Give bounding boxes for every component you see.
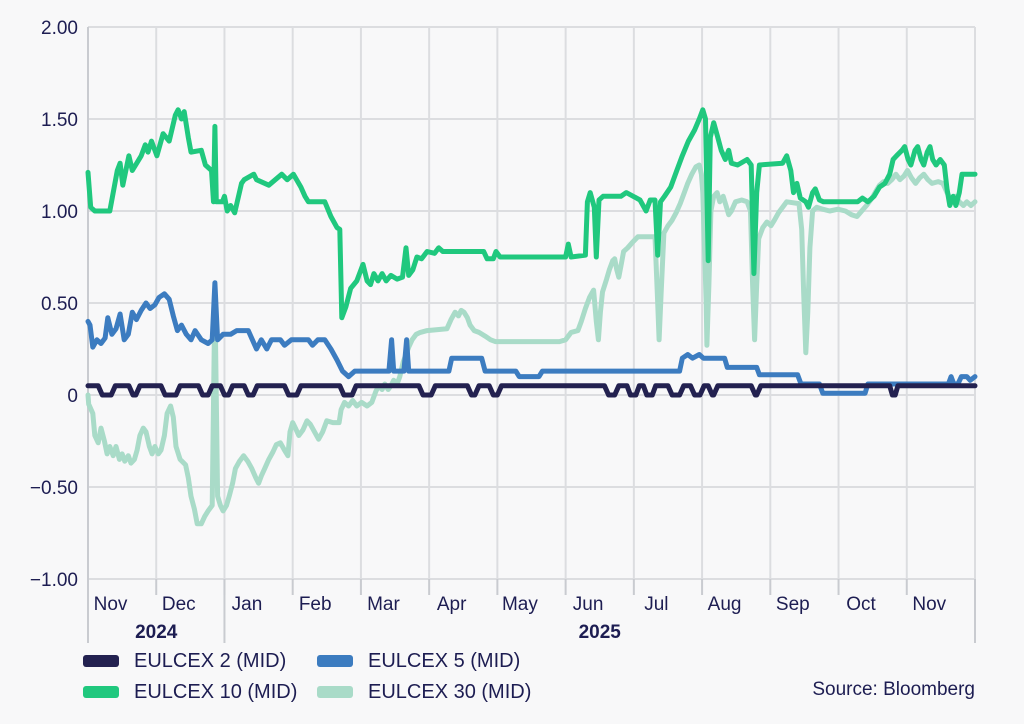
series-line-eulcex-10 [85,107,978,321]
legend-label: EULCEX 30 (MID) [368,680,532,703]
line-chart: 2.00 1.50 1.00 0.50 0 −0.50 −1.00 Nov Dec Jan Feb M… [30,18,978,643]
y-tick-label: −1.00 [30,570,78,591]
x-tick-label: Nov [94,594,128,615]
x-tick-label: Jan [232,594,263,615]
x-tick-label: Dec [162,594,196,615]
chart-legend: EULCEX 2 (MID) EULCEX 5 (MID) EULCEX 10 … [83,650,637,703]
legend-label: EULCEX 10 (MID) [134,680,298,703]
source-note: Source: Bloomberg [812,679,975,700]
year-label: 2024 [135,622,178,643]
x-tick-label: Jul [644,594,668,615]
legend-item-eulcex-10: EULCEX 10 (MID) [83,681,317,703]
x-tick-label: May [502,594,538,615]
x-tick-label: Oct [846,594,876,615]
x-tick-label: Aug [708,594,742,615]
x-tick-label: Jun [573,594,604,615]
legend-label: EULCEX 2 (MID) [134,649,287,672]
series-line-eulcex-5 [85,280,978,396]
y-tick-label: 2.00 [41,18,78,39]
x-tick-label: Nov [912,594,946,615]
year-label: 2025 [579,622,622,643]
series-line-eulcex-2 [85,383,978,398]
y-tick-label: 0.50 [41,294,78,315]
series-line-eulcex-30 [85,162,978,527]
legend-item-eulcex-2: EULCEX 2 (MID) [83,650,317,672]
legend-swatch-eulcex-5 [317,655,353,667]
x-tick-label: Mar [367,594,400,615]
y-tick-label: 1.00 [41,202,78,223]
legend-item-eulcex-30: EULCEX 30 (MID) [317,681,637,703]
legend-swatch-eulcex-2 [83,655,119,667]
legend-swatch-eulcex-30 [317,686,353,698]
x-tick-label: Feb [299,594,332,615]
legend-swatch-eulcex-10 [83,686,119,698]
legend-item-eulcex-5: EULCEX 5 (MID) [317,650,637,672]
legend-label: EULCEX 5 (MID) [368,649,521,672]
x-tick-label: Sep [776,594,810,615]
x-tick-label: Apr [437,594,467,615]
y-tick-label: 0 [67,386,78,407]
y-tick-label: 1.50 [41,110,78,131]
y-tick-label: −0.50 [30,478,78,499]
